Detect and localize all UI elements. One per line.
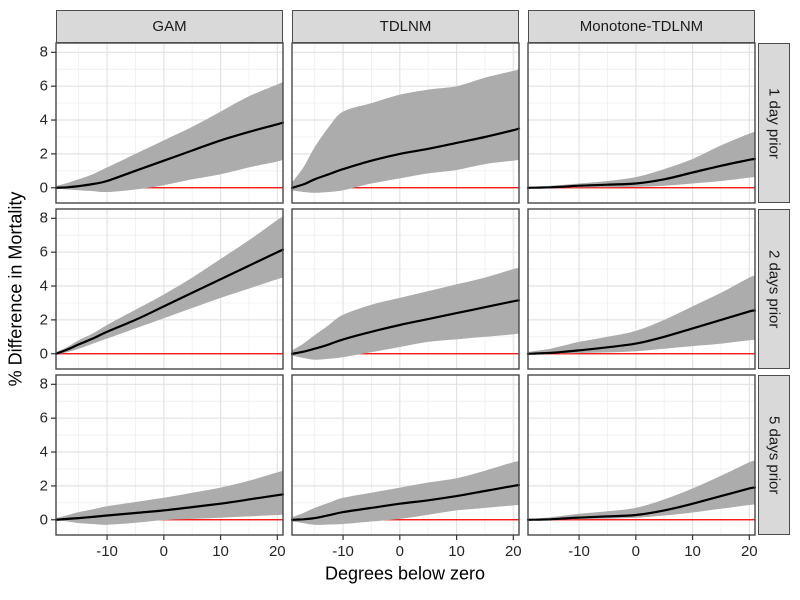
y-tick-label: 8 xyxy=(39,209,48,227)
y-tick-label: 0 xyxy=(39,179,48,197)
y-tick-label: 0 xyxy=(39,511,48,529)
x-tick-label: -10 xyxy=(332,543,354,560)
confidence-ribbon xyxy=(56,470,283,525)
confidence-ribbon xyxy=(292,69,519,193)
mean-line xyxy=(526,157,757,189)
panel-gam-5-days-prior xyxy=(54,374,285,536)
confidence-ribbon xyxy=(528,460,755,520)
col-facet-strip-tdlnm: TDLNM xyxy=(292,10,519,43)
x-tick-label: -10 xyxy=(568,543,590,560)
x-tick-label: 20 xyxy=(740,543,758,560)
mean-line xyxy=(290,127,521,189)
confidence-ribbon xyxy=(56,216,283,355)
x-tick-label: 0 xyxy=(395,543,404,560)
x-tick-label: 10 xyxy=(448,543,465,560)
x-tick-label: -10 xyxy=(96,543,118,560)
x-tick-label: 20 xyxy=(268,543,286,560)
y-tick-label: 4 xyxy=(39,443,48,461)
y-axis-title: % Difference in Mortality xyxy=(5,191,26,387)
col-facet-strip-monotone-tdlnm: Monotone-TDLNM xyxy=(528,10,755,43)
y-tick-label: 6 xyxy=(39,77,48,95)
mean-line xyxy=(290,299,521,355)
confidence-ribbon xyxy=(292,461,519,525)
y-tick-label: 4 xyxy=(39,111,48,129)
confidence-ribbon xyxy=(56,81,283,193)
row-facet-strip-5-days-prior: 5 days prior xyxy=(758,375,790,535)
row-facet-strip-2-days-prior: 2 days prior xyxy=(758,209,790,369)
y-tick-label: 2 xyxy=(39,477,48,495)
mean-line xyxy=(54,493,285,521)
y-tick-label: 2 xyxy=(39,311,48,329)
mean-line xyxy=(290,484,521,521)
panel-gam-1-day-prior xyxy=(54,42,285,204)
panel-gam-2-days-prior xyxy=(54,208,285,370)
x-tick-label: 20 xyxy=(504,543,522,560)
x-tick-label: 10 xyxy=(212,543,229,560)
panel-tdlnm-2-days-prior xyxy=(290,208,521,370)
y-tick-label: 8 xyxy=(39,43,48,61)
col-facet-strip-gam: GAM xyxy=(56,10,283,43)
y-tick-label: 2 xyxy=(39,145,48,163)
confidence-ribbon xyxy=(528,275,755,354)
x-tick-label: 10 xyxy=(684,543,701,560)
y-tick-label: 6 xyxy=(39,409,48,427)
mean-line xyxy=(526,486,757,521)
y-tick-label: 0 xyxy=(39,345,48,363)
x-tick-label: 0 xyxy=(631,543,640,560)
panel-monotone-tdlnm-1-day-prior xyxy=(526,42,757,204)
confidence-ribbon xyxy=(528,131,755,188)
x-tick-label: 0 xyxy=(159,543,168,560)
x-axis-title: Degrees below zero xyxy=(324,563,486,584)
mean-line xyxy=(526,309,757,355)
mean-line xyxy=(54,248,285,355)
y-tick-label: 6 xyxy=(39,243,48,261)
panel-tdlnm-1-day-prior xyxy=(290,42,521,204)
y-tick-label: 8 xyxy=(39,375,48,393)
panel-monotone-tdlnm-5-days-prior xyxy=(526,374,757,536)
panel-monotone-tdlnm-2-days-prior xyxy=(526,208,757,370)
panel-tdlnm-5-days-prior xyxy=(290,374,521,536)
y-tick-label: 4 xyxy=(39,277,48,295)
mean-line xyxy=(54,121,285,189)
row-facet-strip-1-day-prior: 1 day prior xyxy=(758,43,790,203)
